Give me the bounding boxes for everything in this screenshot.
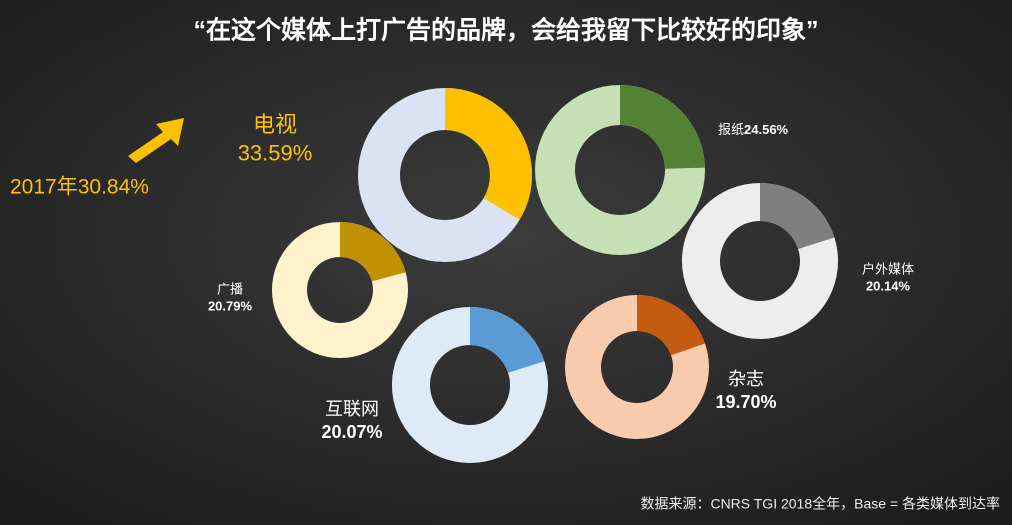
value-label: 33.59% (238, 140, 313, 165)
donut-segment (637, 295, 706, 356)
donut-label: 报纸24.56% (718, 122, 789, 137)
source: 数据来源：CNRS TGI 2018全年，Base = 各类媒体到达率 (640, 496, 1000, 512)
category-label: 互联网 (325, 399, 379, 419)
donuts: 电视 33.59% 报纸24.56% 户外媒体 20.14% 广播 20.79% 互联网 20.… (208, 85, 914, 464)
chart-title: “在这个媒体上打广告的品牌，会给我留下比较好的印象” (193, 16, 818, 45)
annotation: 2017年30.84% (10, 176, 149, 199)
value-label: 20.07% (321, 422, 382, 442)
donut-segment (620, 85, 705, 169)
category-label: 广播 (217, 281, 243, 296)
donut-segment (340, 222, 406, 282)
donut-segment (760, 183, 835, 249)
category-label: 户外媒体 (862, 261, 914, 276)
value-label: 20.14% (866, 278, 911, 293)
category-label: 杂志 (728, 369, 764, 389)
value-label: 20.79% (208, 298, 253, 313)
donut-segment (470, 307, 545, 373)
category-label: 电视 (253, 112, 297, 137)
arrow (128, 118, 184, 163)
donut-segment (445, 88, 532, 220)
value-label: 19.70% (715, 392, 776, 412)
value-label: 24.56% (744, 122, 789, 137)
category-label: 报纸 (718, 122, 744, 137)
